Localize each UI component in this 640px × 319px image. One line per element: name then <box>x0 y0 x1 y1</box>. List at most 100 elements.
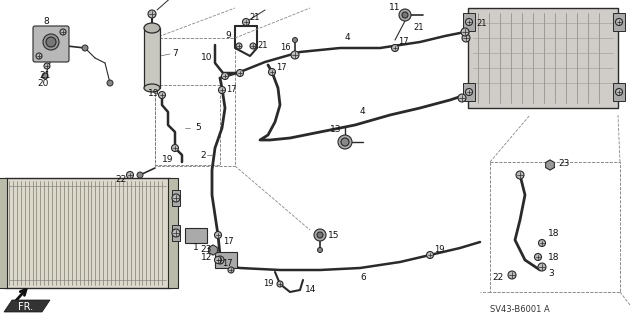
Text: 4: 4 <box>345 33 351 42</box>
Circle shape <box>148 10 156 18</box>
Circle shape <box>462 34 470 42</box>
Text: 11: 11 <box>389 3 401 11</box>
Bar <box>463 83 475 101</box>
Text: 19: 19 <box>263 279 273 288</box>
Bar <box>185 228 207 243</box>
Circle shape <box>172 145 179 152</box>
Polygon shape <box>546 160 554 170</box>
Circle shape <box>269 69 275 76</box>
Bar <box>155 38 235 166</box>
Text: 21: 21 <box>413 23 424 32</box>
Text: 21: 21 <box>257 41 268 50</box>
Circle shape <box>216 256 224 264</box>
Text: 18: 18 <box>548 228 559 238</box>
Text: 19: 19 <box>434 246 445 255</box>
Text: 19: 19 <box>148 88 159 98</box>
Bar <box>144 28 160 88</box>
Bar <box>468 8 618 108</box>
Circle shape <box>36 53 42 59</box>
Circle shape <box>218 86 225 93</box>
Text: 22: 22 <box>492 272 503 281</box>
FancyBboxPatch shape <box>33 26 69 62</box>
Circle shape <box>292 38 298 42</box>
Text: 3: 3 <box>548 269 554 278</box>
Bar <box>172 225 180 241</box>
Bar <box>613 83 625 101</box>
Circle shape <box>250 43 256 49</box>
Text: 10: 10 <box>201 53 212 62</box>
Circle shape <box>314 229 326 241</box>
Text: 6: 6 <box>360 273 365 283</box>
Circle shape <box>221 72 228 79</box>
Circle shape <box>291 51 299 59</box>
Text: 13: 13 <box>330 125 342 135</box>
Circle shape <box>534 254 541 261</box>
Circle shape <box>107 80 113 86</box>
Text: 23: 23 <box>200 246 211 255</box>
Text: 17: 17 <box>223 238 234 247</box>
Text: 23: 23 <box>558 159 570 167</box>
Circle shape <box>137 172 143 178</box>
Text: 5: 5 <box>195 123 201 132</box>
Circle shape <box>616 88 623 95</box>
Circle shape <box>159 92 166 99</box>
Circle shape <box>60 29 66 35</box>
Text: 17: 17 <box>222 259 232 269</box>
Circle shape <box>43 34 59 50</box>
Circle shape <box>82 45 88 51</box>
Circle shape <box>461 28 469 36</box>
Text: 17: 17 <box>226 85 237 94</box>
Text: 16: 16 <box>280 43 291 53</box>
Circle shape <box>465 19 472 26</box>
Circle shape <box>317 248 323 253</box>
Bar <box>613 13 625 31</box>
Text: 8: 8 <box>43 18 49 26</box>
Circle shape <box>317 232 323 238</box>
Bar <box>0 178 7 288</box>
Text: 21: 21 <box>39 71 51 80</box>
Circle shape <box>508 271 516 279</box>
Circle shape <box>426 251 433 258</box>
Text: FR.: FR. <box>19 302 33 312</box>
Circle shape <box>516 171 524 179</box>
Circle shape <box>399 9 411 21</box>
Circle shape <box>538 263 546 271</box>
Circle shape <box>616 19 623 26</box>
Bar <box>490 162 620 292</box>
Text: 15: 15 <box>328 231 339 240</box>
Circle shape <box>214 232 221 239</box>
Circle shape <box>465 88 472 95</box>
Text: 2: 2 <box>200 151 205 160</box>
Circle shape <box>172 229 180 237</box>
Text: 12: 12 <box>201 253 212 262</box>
Bar <box>5 178 170 288</box>
Circle shape <box>46 37 56 47</box>
Text: 9: 9 <box>225 32 231 41</box>
Circle shape <box>341 138 349 146</box>
Bar <box>155 85 220 165</box>
Circle shape <box>236 43 242 49</box>
Bar <box>463 13 475 31</box>
Text: 19: 19 <box>162 155 173 165</box>
Text: 18: 18 <box>548 253 559 262</box>
Text: 14: 14 <box>305 286 316 294</box>
Text: 17: 17 <box>276 63 287 72</box>
Text: 22: 22 <box>115 175 126 184</box>
Circle shape <box>277 281 283 287</box>
Ellipse shape <box>144 23 160 33</box>
Text: SV43-B6001 A: SV43-B6001 A <box>490 306 550 315</box>
Circle shape <box>458 94 466 102</box>
Circle shape <box>44 63 50 69</box>
Circle shape <box>402 12 408 18</box>
Bar <box>168 178 178 288</box>
Text: 20: 20 <box>37 78 49 87</box>
Text: 1: 1 <box>193 243 199 253</box>
Text: 7: 7 <box>172 48 178 57</box>
Circle shape <box>172 194 180 202</box>
Ellipse shape <box>144 84 160 92</box>
Bar <box>215 252 237 268</box>
Text: 21: 21 <box>476 19 486 27</box>
Circle shape <box>228 267 234 273</box>
Text: 17: 17 <box>398 38 408 47</box>
Polygon shape <box>209 245 218 255</box>
